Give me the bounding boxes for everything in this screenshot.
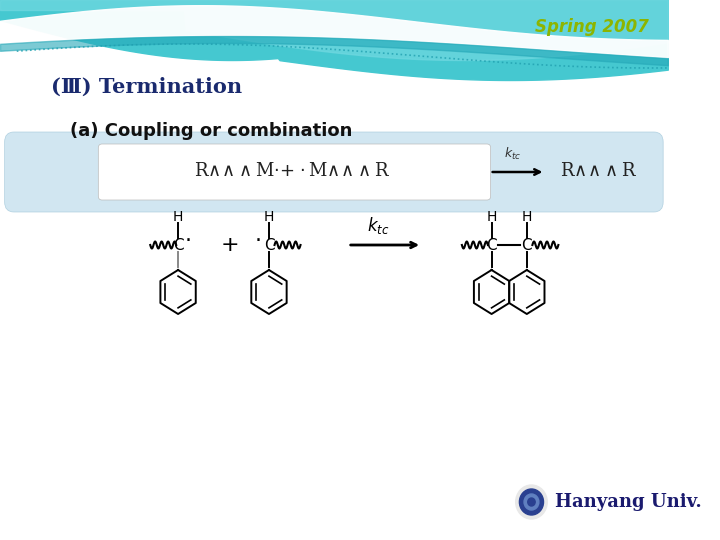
Text: +: + <box>221 235 239 255</box>
Circle shape <box>524 494 539 510</box>
Text: H: H <box>264 210 274 224</box>
Text: Hanyang Univ.: Hanyang Univ. <box>554 493 701 511</box>
Circle shape <box>516 485 547 519</box>
Text: (a) Coupling or combination: (a) Coupling or combination <box>70 122 352 140</box>
Circle shape <box>519 489 544 515</box>
Text: C: C <box>521 238 532 253</box>
Text: C: C <box>264 238 274 253</box>
Text: Spring 2007: Spring 2007 <box>536 18 649 36</box>
Circle shape <box>528 498 535 506</box>
Text: (Ⅲ) Termination: (Ⅲ) Termination <box>51 77 242 97</box>
Text: H: H <box>173 210 184 224</box>
FancyBboxPatch shape <box>4 132 663 212</box>
Text: C: C <box>173 238 184 253</box>
Text: $k_{tc}$: $k_{tc}$ <box>367 214 390 235</box>
Text: C: C <box>486 238 497 253</box>
FancyBboxPatch shape <box>99 144 490 200</box>
Text: H: H <box>521 210 532 224</box>
Text: ·: · <box>254 231 261 251</box>
Text: H: H <box>487 210 497 224</box>
Text: $k_{tc}$: $k_{tc}$ <box>504 146 521 162</box>
Text: ·: · <box>185 231 192 251</box>
Text: R$\wedge\!\wedge\!\wedge$R: R$\wedge\!\wedge\!\wedge$R <box>559 162 637 180</box>
Text: R$\wedge\!\wedge\!\wedge$M$\cdot\!+\!\cdot$M$\wedge\!\wedge\!\wedge$R: R$\wedge\!\wedge\!\wedge$M$\cdot\!+\!\cd… <box>194 162 390 180</box>
